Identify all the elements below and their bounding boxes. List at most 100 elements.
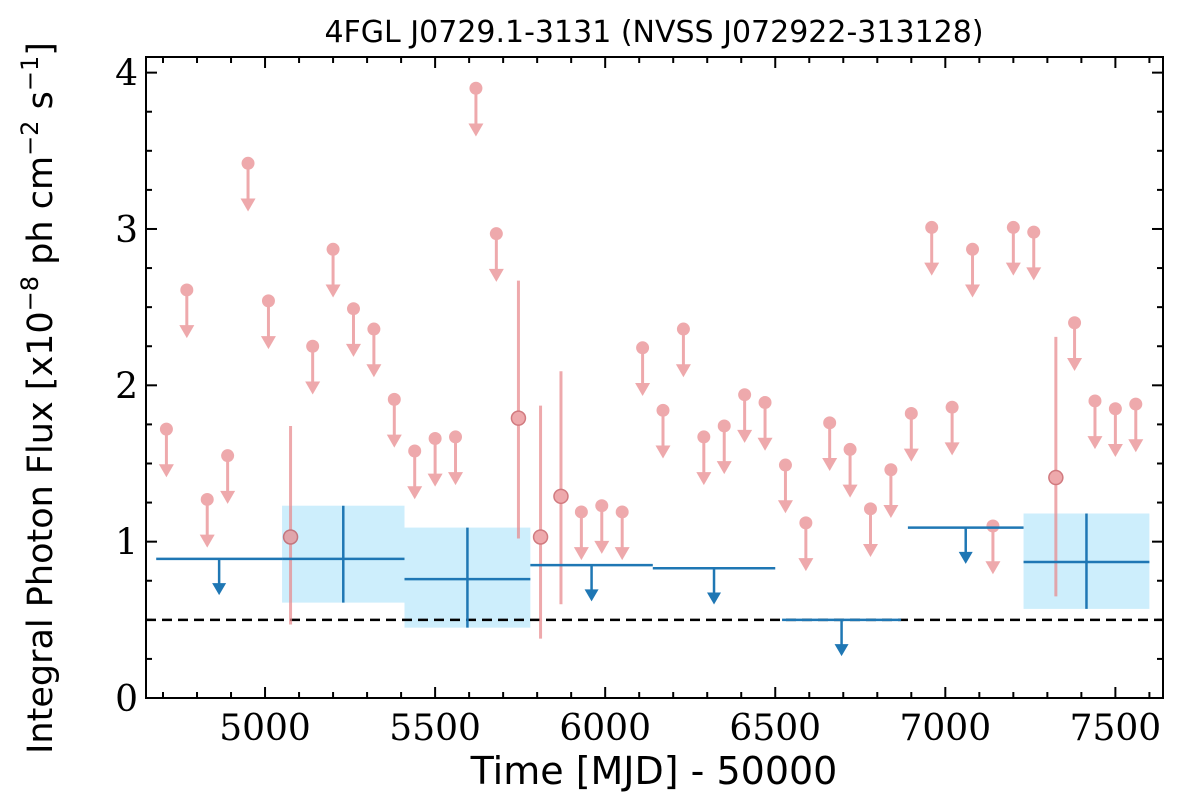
y-tick-label: 0 [115, 679, 138, 720]
upper-limit-arrow [985, 561, 1001, 575]
short-bin-upper-limit-27 [798, 516, 814, 572]
upper-limit-point [758, 396, 772, 410]
short-bin-upper-limit-5 [260, 294, 276, 350]
upper-limit-point [261, 294, 275, 308]
upper-limit-arrow [240, 198, 256, 212]
upper-limit-point [884, 463, 898, 477]
y-axis-label-exp2: −2 [16, 121, 44, 156]
x-axis-label: Time [MJD] - 50000 [470, 749, 838, 793]
short-bin-upper-limit-34 [944, 400, 960, 456]
upper-limit-point [697, 430, 711, 444]
detection-point [510, 410, 527, 426]
upper-limit-arrow [325, 284, 341, 298]
short-bin-upper-limit-40 [1087, 394, 1103, 450]
short-bin-upper-limit-1 [179, 283, 195, 339]
short-bin-upper-limit-14 [468, 81, 484, 137]
upper-limit-arrow [220, 490, 236, 504]
upper-limit-point [823, 416, 837, 430]
upper-limit-point [945, 400, 959, 414]
short-bin-upper-limit-3 [220, 449, 236, 504]
short-bin-upper-limit-0 [158, 422, 174, 478]
upper-limit-point [1088, 394, 1102, 408]
upper-limit-point [676, 322, 690, 336]
short-bin-detection-1 [510, 280, 527, 539]
x-tick-label: 7500 [1070, 708, 1162, 749]
upper-limit-point [241, 156, 255, 170]
short-bin-upper-limit-29 [842, 442, 858, 498]
long-bin-ul-arrow [212, 583, 227, 596]
upper-limit-point [656, 403, 670, 417]
upper-limit-point [367, 322, 381, 336]
upper-limit-arrow [407, 486, 423, 500]
upper-limit-point [636, 341, 650, 355]
upper-limit-arrow [448, 472, 464, 486]
short-bin-upper-limit-18 [614, 505, 630, 561]
short-bin-upper-limit-42 [1128, 397, 1144, 453]
upper-limit-arrow [260, 336, 276, 350]
upper-limit-arrow [903, 448, 919, 462]
upper-limit-arrow [944, 442, 960, 456]
y-tick-label: 4 [115, 54, 138, 95]
long-bin-upper-limit-0 [156, 557, 283, 596]
x-tick-label: 5500 [389, 708, 481, 749]
y-axis-label-prefix: Integral Photon Flux [x10 [21, 311, 61, 754]
upper-limit-arrow [158, 464, 174, 478]
upper-limit-arrow [1087, 436, 1103, 450]
upper-limit-point [387, 392, 401, 406]
short-bin-upper-limit-35 [965, 242, 981, 298]
y-tick-label: 3 [115, 210, 138, 251]
upper-limit-point [595, 499, 609, 513]
short-bin-upper-limit-39 [1067, 316, 1083, 371]
upper-limit-arrow [573, 547, 589, 561]
short-bin-upper-limit-4 [240, 156, 256, 212]
long-bin-detection-0 [282, 505, 405, 603]
upper-limit-point [1068, 316, 1082, 330]
short-bin-detection-4 [1048, 336, 1064, 597]
short-bin-upper-limit-21 [675, 322, 691, 378]
short-bin-upper-limit-25 [757, 396, 773, 451]
upper-limit-arrow [1026, 267, 1042, 281]
short-bin-upper-limit-15 [488, 227, 504, 282]
long-bin-upper-limit-3 [782, 618, 902, 657]
short-bin-upper-limit-9 [366, 322, 382, 378]
upper-limit-arrow [822, 458, 838, 472]
short-bin-upper-limit-30 [862, 502, 878, 558]
upper-limit-arrow [635, 383, 651, 397]
short-bin-upper-limit-41 [1107, 402, 1123, 457]
upper-limit-arrow [737, 429, 753, 443]
short-bin-upper-limit-16 [573, 505, 589, 561]
axis-ticks: 5000 5500 6000 6500 7000 7500 0 1 2 3 4 [115, 54, 1163, 749]
upper-limit-arrow [965, 284, 981, 298]
upper-limit-point [200, 492, 214, 506]
upper-limit-point [717, 419, 731, 433]
upper-limit-point [408, 444, 422, 458]
upper-limit-point [574, 505, 588, 519]
upper-limit-point [778, 458, 792, 472]
short-bin-upper-limit-19 [635, 341, 651, 397]
upper-limit-arrow [716, 461, 732, 475]
upper-limit-arrow [924, 262, 940, 276]
upper-limit-arrow [199, 534, 215, 548]
upper-limit-arrow [696, 472, 712, 486]
upper-limit-arrow [798, 558, 814, 572]
short-bin-upper-limit-10 [386, 392, 402, 448]
upper-limit-arrow [179, 325, 195, 339]
short-bin-upper-limit-20 [655, 403, 671, 459]
short-bin-upper-limit-6 [305, 339, 321, 395]
long-bin-ul-arrow [584, 589, 599, 602]
short-bin-upper-limit-38 [1026, 225, 1042, 281]
long-bin-upper-limit-4 [907, 526, 1024, 564]
short-bin-upper-limit-13 [448, 430, 464, 486]
short-bin-upper-limit-17 [594, 499, 610, 554]
detection-point [1048, 469, 1064, 486]
upper-limit-point [904, 406, 918, 420]
upper-limit-arrow [386, 434, 402, 448]
plot-marks [146, 81, 1163, 657]
upper-limit-arrow [427, 473, 443, 487]
upper-limit-point [1027, 225, 1041, 239]
detection-point [553, 488, 569, 505]
upper-limit-arrow [1067, 357, 1083, 371]
